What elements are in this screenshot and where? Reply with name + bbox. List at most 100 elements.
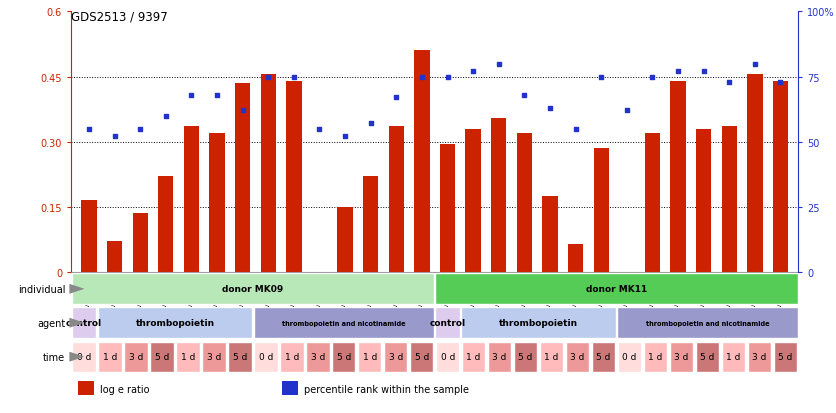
Bar xyxy=(79,382,94,396)
Text: 1 d: 1 d xyxy=(726,352,741,361)
Bar xyxy=(253,307,434,339)
Point xyxy=(492,61,506,68)
Bar xyxy=(436,342,460,372)
Bar xyxy=(696,342,719,372)
Bar xyxy=(107,242,122,272)
Bar xyxy=(773,342,797,372)
Point xyxy=(543,105,557,112)
Point xyxy=(159,113,172,120)
Text: 5 d: 5 d xyxy=(232,352,247,361)
Bar xyxy=(543,197,558,272)
Bar xyxy=(282,382,298,396)
Point xyxy=(517,92,531,99)
Polygon shape xyxy=(69,318,84,328)
Text: control: control xyxy=(66,318,102,328)
Text: 1 d: 1 d xyxy=(285,352,299,361)
Bar xyxy=(158,177,174,272)
Bar xyxy=(461,307,616,339)
Point xyxy=(594,74,608,81)
Point xyxy=(108,134,121,140)
Text: 3 d: 3 d xyxy=(752,352,767,361)
Bar xyxy=(98,307,252,339)
Text: 3 d: 3 d xyxy=(389,352,403,361)
Text: 1 d: 1 d xyxy=(466,352,481,361)
Bar xyxy=(209,134,225,272)
Text: time: time xyxy=(43,352,65,362)
Bar xyxy=(184,127,199,272)
Text: percentile rank within the sample: percentile rank within the sample xyxy=(303,384,469,394)
Text: 0 d: 0 d xyxy=(258,352,273,361)
Bar xyxy=(254,342,278,372)
Text: agent: agent xyxy=(37,318,65,328)
Point xyxy=(134,126,147,133)
Bar xyxy=(436,307,460,339)
Text: 1 d: 1 d xyxy=(181,352,195,361)
Text: 0 d: 0 d xyxy=(77,352,91,361)
Text: 3 d: 3 d xyxy=(206,352,221,361)
Text: 0 d: 0 d xyxy=(622,352,637,361)
Text: control: control xyxy=(430,318,466,328)
Text: 3 d: 3 d xyxy=(311,352,325,361)
Text: 1 d: 1 d xyxy=(103,352,117,361)
Bar xyxy=(517,134,532,272)
Point xyxy=(262,74,275,81)
Text: 5 d: 5 d xyxy=(415,352,429,361)
Bar xyxy=(176,342,200,372)
Text: 3 d: 3 d xyxy=(492,352,507,361)
Point xyxy=(722,79,736,86)
Bar xyxy=(566,342,589,372)
Text: individual: individual xyxy=(18,284,65,294)
Text: GDS2513 / 9397: GDS2513 / 9397 xyxy=(71,10,168,23)
Text: 1 d: 1 d xyxy=(363,352,377,361)
Bar xyxy=(150,342,174,372)
Bar xyxy=(772,82,788,272)
Bar xyxy=(644,342,667,372)
Bar xyxy=(72,307,96,339)
Polygon shape xyxy=(69,284,84,294)
Bar xyxy=(594,149,609,272)
Bar xyxy=(592,342,615,372)
Bar xyxy=(133,214,148,272)
Bar xyxy=(358,342,381,372)
Bar xyxy=(568,244,584,272)
Bar xyxy=(125,342,148,372)
Text: thrombopoietin: thrombopoietin xyxy=(499,318,579,328)
Point xyxy=(697,69,711,76)
Point xyxy=(568,126,582,133)
Bar xyxy=(280,342,303,372)
Point xyxy=(645,74,659,81)
Point xyxy=(82,126,95,133)
Point xyxy=(288,74,301,81)
Point xyxy=(364,121,377,127)
Bar xyxy=(514,342,538,372)
Bar xyxy=(389,127,404,272)
Point xyxy=(466,69,480,76)
Bar xyxy=(306,342,329,372)
Text: donor MK09: donor MK09 xyxy=(222,285,283,294)
Point xyxy=(211,92,224,99)
Bar xyxy=(491,119,507,272)
Bar xyxy=(338,207,353,272)
Point xyxy=(774,79,788,86)
Bar xyxy=(410,342,433,372)
Text: thrombopoietin and nicotinamide: thrombopoietin and nicotinamide xyxy=(645,320,769,326)
Bar xyxy=(414,51,430,272)
Text: 5 d: 5 d xyxy=(778,352,793,361)
Point xyxy=(185,92,198,99)
Point xyxy=(390,95,403,102)
Text: 0 d: 0 d xyxy=(441,352,455,361)
Bar xyxy=(261,75,276,272)
Text: 5 d: 5 d xyxy=(701,352,715,361)
Bar xyxy=(384,342,407,372)
Bar xyxy=(202,342,226,372)
Bar xyxy=(747,75,762,272)
Point xyxy=(671,69,685,76)
Text: thrombopoietin: thrombopoietin xyxy=(135,318,215,328)
Bar xyxy=(617,307,798,339)
Point xyxy=(748,61,762,68)
Text: 5 d: 5 d xyxy=(596,352,611,361)
Bar xyxy=(696,129,711,272)
Bar xyxy=(286,82,302,272)
Bar xyxy=(721,342,745,372)
Bar xyxy=(436,273,798,305)
